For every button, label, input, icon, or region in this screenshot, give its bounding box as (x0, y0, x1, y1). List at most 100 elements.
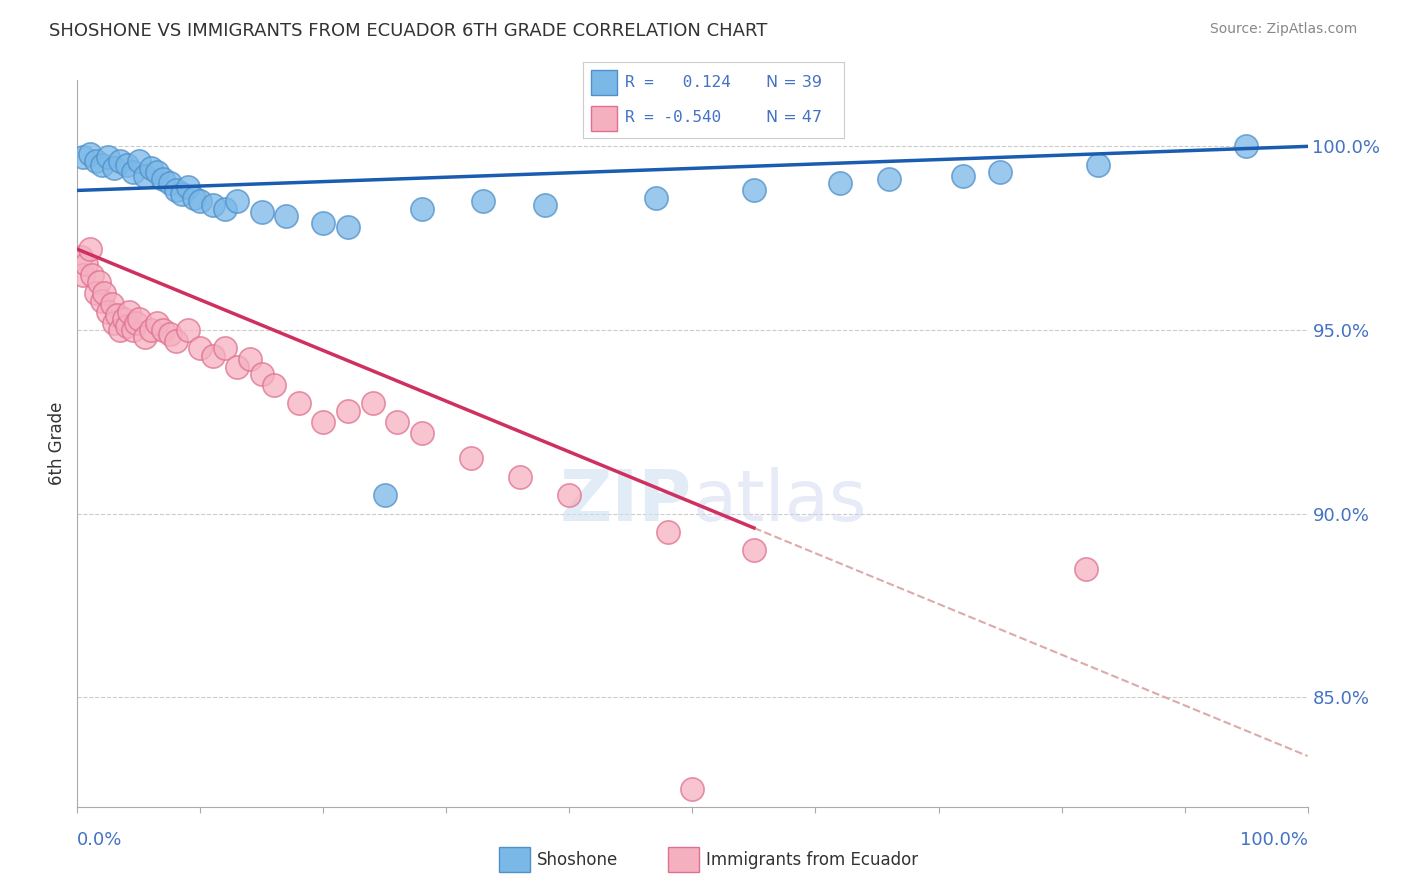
Text: ZIP: ZIP (560, 467, 693, 536)
Point (110, 323, 132, 337)
Point (170, 187, 193, 202)
Point (188, 341, 212, 355)
Bar (592, 70, 617, 95)
Point (128, 312, 150, 326)
Point (146, 165, 169, 179)
Text: 0.0%: 0.0% (77, 831, 122, 849)
Text: R =   0.124: R = 0.124 (626, 75, 731, 90)
Point (337, 403, 360, 417)
Point (411, 202, 433, 216)
Point (101, 297, 124, 311)
Point (226, 359, 249, 374)
Point (250, 367, 273, 381)
Point (534, 198, 557, 212)
Point (84, 154, 107, 169)
Point (312, 217, 335, 231)
Point (188, 194, 212, 209)
Point (128, 154, 150, 169)
Point (159, 176, 181, 190)
Text: SHOSHONE VS IMMIGRANTS FROM ECUADOR 6TH GRADE CORRELATION CHART: SHOSHONE VS IMMIGRANTS FROM ECUADOR 6TH … (49, 22, 768, 40)
Text: Source: ZipAtlas.com: Source: ZipAtlas.com (1209, 22, 1357, 37)
Point (509, 470, 531, 484)
Point (742, 183, 765, 197)
Point (75, 257, 97, 271)
Point (134, 330, 156, 344)
Point (152, 172, 174, 186)
Point (90, 293, 114, 308)
Bar (592, 105, 617, 130)
Point (82, 268, 104, 282)
Point (682, 781, 704, 796)
Point (84, 286, 107, 301)
Point (121, 165, 143, 179)
Point (165, 183, 187, 197)
Point (115, 158, 138, 172)
Point (879, 172, 901, 186)
Point (276, 209, 298, 223)
Point (214, 202, 236, 216)
Point (141, 323, 163, 337)
Point (472, 194, 495, 209)
Text: Immigrants from Ecuador: Immigrants from Ecuador (706, 851, 918, 869)
Point (121, 323, 143, 337)
Point (125, 316, 148, 330)
Text: 100.0%: 100.0% (1240, 831, 1308, 849)
Point (90, 158, 114, 172)
Point (134, 169, 156, 183)
Point (93, 286, 115, 301)
Point (183, 191, 205, 205)
Point (460, 451, 482, 466)
Point (988, 165, 1011, 179)
Point (361, 396, 384, 410)
Point (146, 316, 169, 330)
Point (312, 415, 335, 429)
Point (72, 150, 94, 164)
Point (239, 352, 262, 367)
Point (110, 154, 132, 169)
Point (952, 169, 974, 183)
Point (374, 488, 396, 502)
Point (159, 326, 181, 341)
Point (250, 205, 273, 219)
Point (103, 316, 125, 330)
Point (115, 319, 138, 334)
Point (79, 146, 101, 161)
Point (177, 179, 200, 194)
Point (165, 334, 187, 348)
Point (1076, 561, 1098, 575)
Point (118, 304, 141, 318)
Point (644, 191, 666, 205)
Point (1234, 139, 1257, 153)
Point (89, 275, 111, 289)
Point (105, 308, 128, 322)
Text: N = 47: N = 47 (765, 111, 821, 125)
Point (830, 176, 852, 190)
Point (79, 242, 101, 256)
Point (201, 349, 224, 363)
Point (177, 323, 200, 337)
Point (226, 194, 249, 209)
Point (742, 543, 765, 558)
Text: Shoshone: Shoshone (537, 851, 619, 869)
Point (152, 323, 174, 337)
Point (103, 161, 125, 176)
Point (288, 396, 311, 410)
Point (657, 524, 679, 539)
Point (97, 304, 120, 318)
Point (70, 250, 93, 264)
Text: N = 39: N = 39 (765, 75, 821, 90)
Point (201, 198, 224, 212)
Point (411, 425, 433, 440)
Point (141, 161, 163, 176)
Text: R = -0.540: R = -0.540 (626, 111, 721, 125)
Point (112, 312, 135, 326)
Point (337, 220, 360, 235)
Point (385, 415, 409, 429)
Point (72, 268, 94, 282)
Y-axis label: 6th Grade: 6th Grade (48, 402, 66, 485)
Point (214, 341, 236, 355)
Point (558, 488, 581, 502)
Point (97, 150, 120, 164)
Point (263, 378, 285, 392)
Point (1087, 158, 1109, 172)
